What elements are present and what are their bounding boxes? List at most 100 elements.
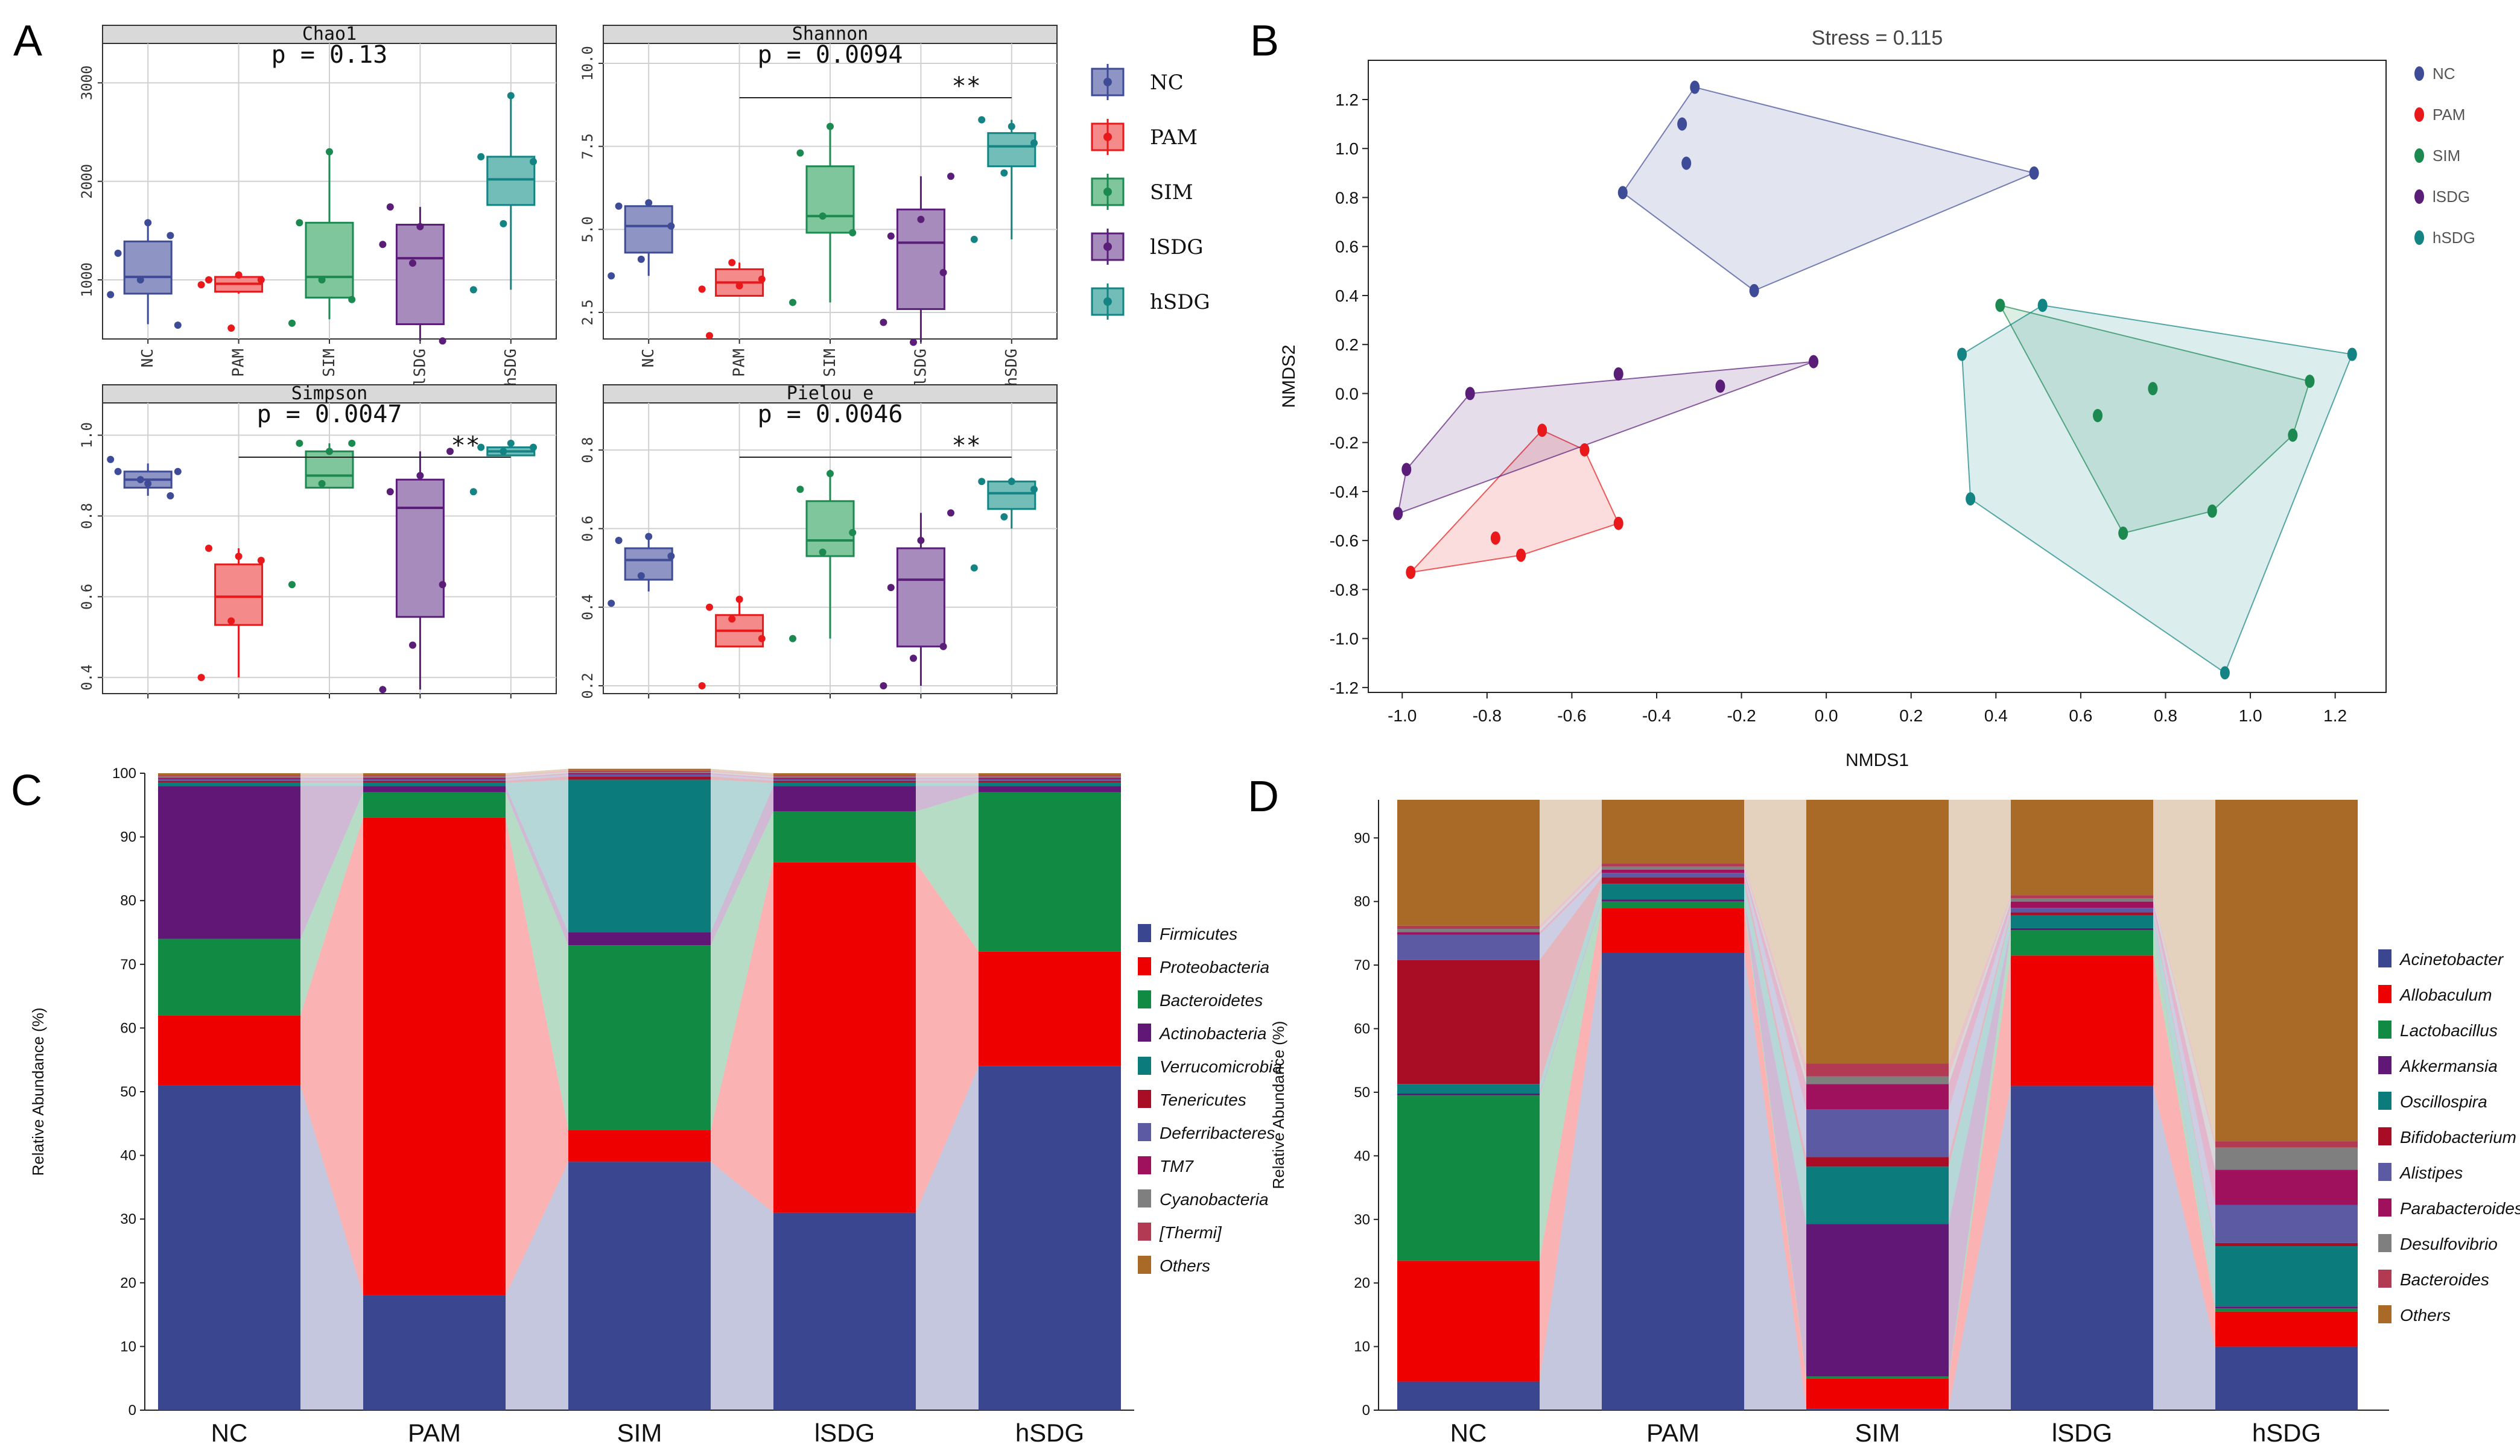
y-tick-label: 0.6 <box>78 584 95 610</box>
data-point <box>645 533 653 540</box>
data-point <box>887 232 895 240</box>
x-tick-label: -0.2 <box>1727 706 1756 725</box>
group-legend-a: NC PAM SIM lSDG hSDG <box>1091 64 1210 320</box>
data-point <box>970 235 978 243</box>
sample-point <box>1749 283 1759 297</box>
bar-segment <box>1397 800 1540 926</box>
bar-segment <box>2215 1246 2358 1307</box>
legend-swatch <box>1138 1057 1151 1075</box>
flow-ribbon <box>1540 952 1602 1410</box>
flow-ribbon <box>916 775 979 777</box>
data-point <box>970 564 978 572</box>
data-point <box>917 215 925 223</box>
data-point <box>235 271 243 279</box>
bar-segment <box>2011 908 2153 913</box>
sample-point <box>1401 463 1412 476</box>
flow-ribbon <box>916 862 979 1213</box>
legend-swatch <box>1138 1024 1151 1042</box>
p-value-label: p = 0.0047 <box>257 400 402 428</box>
x-tick-label: 0.2 <box>1899 706 1923 725</box>
legend-label: Cyanobacteria <box>1160 1190 1269 1209</box>
legend-key-dot <box>2414 230 2424 245</box>
bar-segment <box>2215 1147 2358 1170</box>
sample-point <box>1715 379 1725 393</box>
bar-segment <box>2215 1308 2358 1312</box>
flow-ribbon <box>2153 928 2215 1309</box>
legend-label: Akkermansia <box>2399 1057 2498 1075</box>
bar-segment <box>979 775 1121 777</box>
sample-point <box>2037 299 2048 312</box>
y-tick-label: -1.2 <box>1330 679 1359 697</box>
facet-strip <box>603 25 1058 44</box>
box-iqr <box>624 547 673 581</box>
bar-segment <box>1397 934 1540 960</box>
flow-ribbon <box>711 773 773 779</box>
legend-label: hSDG <box>1150 290 1210 314</box>
simpson-boxplot: Simpson 0.4 0.6 0.8 1.0 p = 0.0047 ** <box>78 383 557 698</box>
legend-swatch <box>1138 957 1151 975</box>
bar-segment <box>363 782 506 787</box>
bar-segment <box>1602 899 1744 902</box>
data-point <box>136 276 144 283</box>
data-point <box>849 229 857 236</box>
flow-ribbon <box>1744 884 1806 1224</box>
data-point <box>1030 139 1038 147</box>
bar-segment <box>773 779 916 781</box>
panel-label-c: C <box>11 767 42 815</box>
bar-segment <box>2011 912 2153 916</box>
legend-swatch <box>2378 1270 2391 1288</box>
box-iqr <box>214 563 264 626</box>
box-iqr <box>805 165 855 234</box>
x-category-label: SIM <box>1855 1419 1900 1447</box>
data-point <box>318 276 326 283</box>
y-tick-label: -0.2 <box>1330 434 1359 452</box>
flow-ribbon <box>2153 901 2215 1205</box>
flow-ribbon <box>300 792 363 1016</box>
stress-label: Stress = 0.115 <box>1812 27 1943 49</box>
flow-ribbon <box>1949 930 2011 1379</box>
data-point <box>439 337 446 345</box>
data-point <box>608 272 615 280</box>
x-tick-label: 1.0 <box>2239 706 2262 725</box>
bar-segment <box>2011 898 2153 902</box>
y-tick-label: 0 <box>129 1402 136 1419</box>
flow-ribbon <box>1744 899 1806 1377</box>
legend-swatch <box>1138 924 1151 942</box>
bar-segment <box>1397 928 1540 932</box>
y-tick-label: 50 <box>120 1084 136 1100</box>
data-point <box>796 486 804 493</box>
legend-key-dot <box>2414 107 2424 122</box>
box-iqr <box>987 480 1036 510</box>
y-tick-label: -0.4 <box>1330 483 1359 501</box>
nmds-plot: Stress = 0.115 -1.0 -0.8 -0.6 -0.4 -0.2 0.0 0.2… <box>1279 27 2475 770</box>
data-point <box>477 153 485 160</box>
bar-segment <box>363 780 506 783</box>
legend-label: Tenericutes <box>1160 1090 1246 1109</box>
bar-segment <box>773 862 916 1213</box>
nmds-frame <box>1368 60 2387 693</box>
bar-segment <box>568 773 711 775</box>
x-category-label: hSDG <box>2252 1419 2321 1447</box>
sample-point <box>2029 166 2039 180</box>
flow-ribbon <box>1949 955 2011 1409</box>
flow-ribbon <box>2153 955 2215 1347</box>
bar-segment <box>1602 866 1744 870</box>
data-point <box>667 222 675 230</box>
box-iqr <box>395 478 445 618</box>
bar-segment <box>1806 1084 1949 1110</box>
flow-ribbon <box>2153 915 2215 1307</box>
legend-swatch <box>1138 1256 1151 1274</box>
panel-label-d: D <box>1248 773 1279 821</box>
data-point <box>197 674 205 682</box>
bar-segment <box>773 786 916 812</box>
legend-label: SIM <box>1150 180 1193 204</box>
bar-segment <box>1806 1378 1949 1409</box>
bar-segment <box>363 817 506 1296</box>
flow-ribbon <box>1949 912 2011 1167</box>
sample-point <box>1490 531 1500 545</box>
x-tick-label: 0.8 <box>2154 706 2177 725</box>
sample-point <box>2118 526 2128 540</box>
bar-segment <box>1806 1166 1949 1224</box>
flow-ribbon <box>1540 869 1602 935</box>
sample-point <box>2148 382 2158 396</box>
